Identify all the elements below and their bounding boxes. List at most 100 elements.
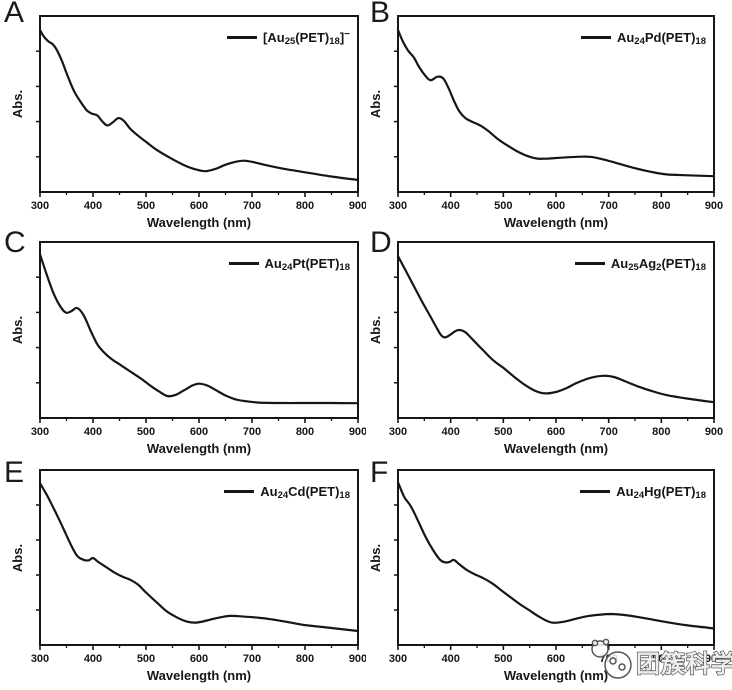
legend-segment: Pt(PET)	[292, 256, 340, 271]
spectrum-panel: C 300 400 500 600 700 800 900 Abs. Wavelength …	[0, 226, 366, 460]
x-tick-label: 300	[31, 653, 49, 665]
x-tick-label: 900	[705, 653, 723, 665]
panel-label: C	[4, 226, 26, 259]
legend-segment: 24	[277, 490, 289, 501]
x-tick-label: 400	[84, 200, 102, 212]
spectrum-curve	[396, 481, 716, 630]
x-axis-label: Wavelength (nm)	[503, 441, 609, 456]
x-tick-label: 500	[494, 653, 512, 665]
legend-segment: 24	[633, 490, 645, 501]
legend-segment: Au	[616, 484, 634, 499]
panel-label: A	[4, 0, 25, 29]
legend-label: [Au25(PET)18]−	[263, 29, 350, 47]
legend-label: Au24Pt(PET)18	[264, 256, 350, 273]
legend: Au24Pt(PET)18	[228, 256, 350, 273]
x-tick-label: 900	[349, 426, 366, 438]
spectrum-plot: 300 400 500 600 700 800 900	[389, 15, 723, 212]
watermark-text: 团簇科学	[636, 650, 732, 678]
legend-segment: 18	[695, 262, 706, 273]
legend-segment: (PET)	[661, 256, 696, 271]
x-axis-label: Wavelength (nm)	[146, 215, 252, 230]
x-tick-label: 700	[243, 653, 261, 665]
y-axis-label: Abs.	[368, 89, 383, 119]
x-tick-label: 300	[389, 200, 407, 212]
x-tick-label: 700	[243, 200, 261, 212]
legend-segment: 2	[656, 262, 662, 273]
x-tick-label: 800	[296, 200, 314, 212]
panel-label: D	[370, 226, 392, 259]
legend: Au24Hg(PET)18	[580, 484, 706, 501]
legend-segment: Hg(PET)	[644, 484, 696, 499]
spectrum-curve	[38, 482, 360, 633]
legend-label: Au24Cd(PET)18	[260, 484, 350, 501]
legend-label: Au24Pd(PET)18	[616, 30, 706, 47]
x-tick-label: 700	[243, 426, 261, 438]
x-tick-label: 600	[190, 426, 208, 438]
legend-segment: ]	[339, 30, 345, 45]
x-tick-label: 800	[652, 200, 670, 212]
x-tick-label: 500	[494, 426, 512, 438]
legend-segment: 25	[628, 262, 639, 273]
x-axis-label: Wavelength (nm)	[146, 441, 252, 456]
spectrum-panel: B 300 400 500 600 700 800 900 Abs. Wavelength …	[366, 0, 732, 230]
x-tick-label: 500	[137, 200, 155, 212]
panel-label: E	[4, 456, 25, 489]
x-tick-label: 900	[349, 653, 366, 665]
spectrum-plot: 300 400 500 600 700 800 900	[389, 241, 723, 438]
legend: [Au25(PET)18]−	[227, 29, 350, 47]
watermark: 团簇科学	[586, 634, 732, 690]
x-tick-label: 600	[547, 653, 565, 665]
spectrum-curve	[396, 255, 716, 404]
legend-segment: 24	[281, 262, 293, 273]
x-tick-label: 900	[705, 200, 723, 212]
cluster-mascot-icon	[591, 638, 632, 679]
legend-line-sample	[580, 490, 611, 493]
x-tick-label: 600	[190, 653, 208, 665]
y-axis-label: Abs.	[368, 543, 383, 572]
panel-label: B	[370, 0, 391, 29]
legend-segment: −	[344, 29, 350, 40]
legend-line-sample	[574, 262, 605, 265]
x-tick-label: 800	[296, 653, 314, 665]
spectrum-panel: D 300 400 500 600 700 800 900 Abs. Wavelength …	[366, 226, 732, 460]
x-tick-label: 800	[652, 653, 670, 665]
x-axis-label: Wavelength (nm)	[503, 215, 609, 230]
x-tick-label: 400	[441, 653, 459, 665]
legend-segment: 18	[339, 262, 350, 273]
legend-segment: Au	[264, 256, 282, 271]
x-tick-label: 400	[441, 426, 459, 438]
legend: Au24Pd(PET)18	[580, 30, 706, 47]
y-axis-label: Abs.	[368, 315, 383, 345]
x-tick-label: 300	[31, 200, 49, 212]
x-axis-label: Wavelength (nm)	[146, 668, 252, 683]
x-tick-label: 300	[389, 653, 407, 665]
legend-label: Au24Hg(PET)18	[616, 484, 706, 501]
spectrum-plot: 300 400 500 600 700 800 900	[31, 469, 366, 665]
legend-segment: [Au	[263, 30, 285, 45]
spectrum-panel: E 300 400 500 600 700 800 900 Abs. Wavelength …	[0, 456, 366, 690]
spectrum-curve	[38, 253, 360, 405]
legend-line-sample	[228, 262, 259, 265]
x-tick-label: 500	[137, 426, 155, 438]
x-tick-label: 400	[84, 426, 102, 438]
legend-segment: Pd(PET)	[644, 30, 696, 45]
x-tick-label: 800	[652, 426, 670, 438]
x-tick-label: 400	[441, 200, 459, 212]
legend-segment: Au	[610, 256, 629, 271]
x-tick-label: 600	[547, 426, 565, 438]
spectrum-plot: 300 400 500 600 700 800 900	[31, 15, 366, 212]
spectrum-panel: A 300 400 500 600 700 800 900 Abs. Wavelength …	[0, 0, 366, 230]
legend-segment: Au	[616, 30, 635, 45]
x-tick-label: 300	[31, 426, 49, 438]
legend: Au24Cd(PET)18	[224, 484, 350, 501]
y-axis-label: Abs.	[10, 89, 25, 119]
spectrum-plot: 300 400 500 600 700 800 900	[31, 241, 366, 438]
y-axis-label: Abs.	[10, 315, 25, 345]
x-tick-label: 600	[190, 200, 208, 212]
spectrum-curve	[38, 29, 360, 182]
x-tick-label: 800	[296, 426, 314, 438]
x-tick-label: 900	[349, 200, 366, 212]
